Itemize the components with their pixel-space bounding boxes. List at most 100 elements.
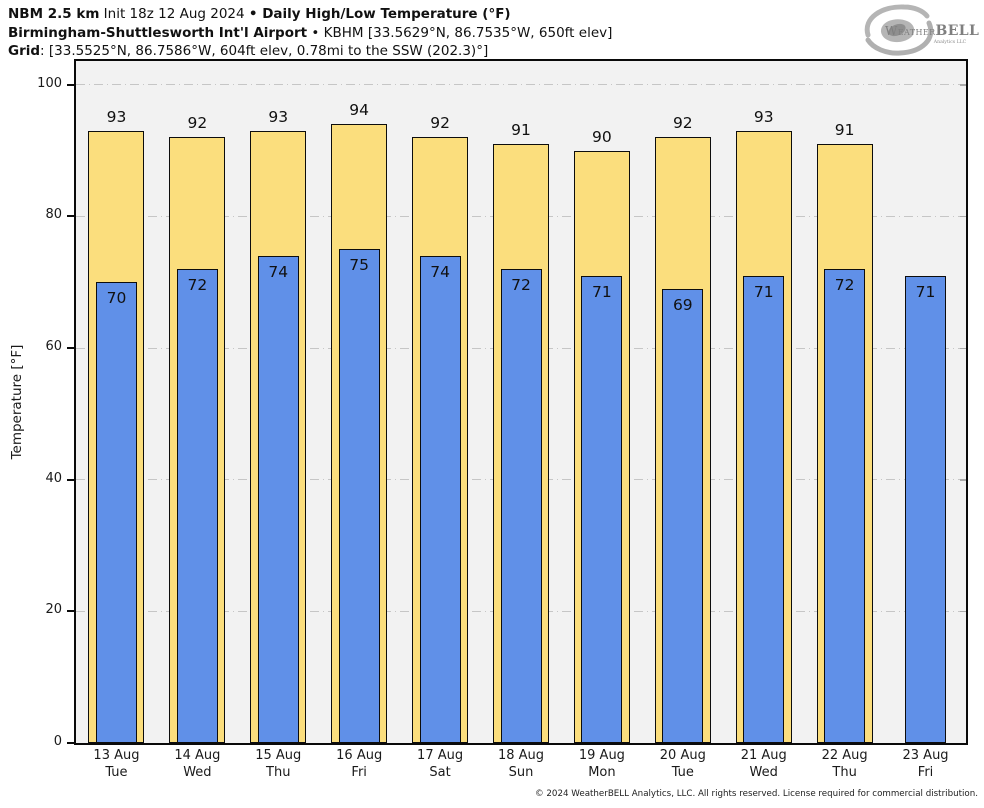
x-tick-weekday: Tue <box>671 765 694 780</box>
x-tick-weekday: Mon <box>588 765 616 780</box>
x-tick-label: 22 Aug Thu <box>804 747 885 781</box>
low-value-label: 72 <box>511 276 531 295</box>
low-bar <box>581 275 623 743</box>
gridline-100 <box>76 84 966 86</box>
x-tick-date: 17 Aug <box>417 748 464 763</box>
low-value-label: 72 <box>187 276 208 295</box>
x-tick-weekday: Fri <box>917 765 934 780</box>
low-value-label: 71 <box>915 282 936 301</box>
low-value-label: 71 <box>592 282 612 301</box>
y-tick-label: 40 <box>45 470 62 486</box>
low-value-label: 74 <box>268 262 289 281</box>
logo-text-weather: Weather <box>885 24 936 38</box>
y-tick-right <box>960 610 966 613</box>
logo-text-bell: BELL <box>936 23 980 39</box>
y-tick <box>67 610 74 613</box>
bullet-separator: • <box>307 24 324 41</box>
x-tick-date: 23 Aug <box>902 748 949 763</box>
high-value-label: 91 <box>511 120 531 139</box>
y-tick-label: 100 <box>37 75 62 91</box>
bullet-separator: • <box>248 6 258 22</box>
x-tick-date: 13 Aug <box>93 748 140 763</box>
x-tick-date: 14 Aug <box>174 748 221 763</box>
high-value-label: 92 <box>430 114 450 133</box>
low-bar <box>257 255 299 743</box>
y-tick <box>67 478 74 481</box>
x-tick-date: 16 Aug <box>336 748 383 763</box>
high-value-label: 94 <box>349 101 370 120</box>
x-tick-weekday: Wed <box>183 765 212 780</box>
y-tick <box>67 742 74 744</box>
high-value-label: 92 <box>187 114 208 133</box>
high-value-label: 91 <box>834 120 855 139</box>
low-bar <box>500 269 542 743</box>
station-details: KBHM [33.5629°N, 86.7535°W, 650ft elev] <box>323 24 613 41</box>
x-tick-label: 16 Aug Fri <box>319 747 400 781</box>
low-bar <box>95 282 137 743</box>
high-value-label: 92 <box>672 114 693 133</box>
x-tick-weekday: Tue <box>105 765 128 780</box>
x-tick-date: 21 Aug <box>740 748 787 763</box>
chart-header: NBM 2.5 km Init 18z 12 Aug 2024 • Daily … <box>8 5 612 61</box>
x-tick-label: 14 Aug Wed <box>157 747 238 781</box>
y-tick-right <box>960 347 966 350</box>
header-line-1: NBM 2.5 km Init 18z 12 Aug 2024 • Daily … <box>8 5 612 24</box>
high-value-label: 90 <box>592 127 612 146</box>
low-value-label: 75 <box>349 256 370 275</box>
hurricane-swirl-icon <box>864 4 934 56</box>
y-tick-label: 0 <box>53 734 62 749</box>
station-name: Birmingham-Shuttlesworth Int'l Airport <box>8 24 308 41</box>
x-tick-label: 20 Aug Tue <box>642 747 723 781</box>
high-value-label: 93 <box>753 107 774 126</box>
low-value-label: 72 <box>834 276 855 295</box>
plot-area: 93 70 92 72 93 74 94 75 92 74 91 72 90 71 92 69 93 71 91 72… <box>74 59 968 745</box>
x-tick-label: 23 Aug Fri <box>885 747 966 781</box>
low-value-label: 70 <box>106 289 127 308</box>
low-bar <box>338 249 380 743</box>
x-tick-label: 19 Aug Mon <box>561 747 642 781</box>
low-value-label: 71 <box>753 282 774 301</box>
x-tick-label: 13 Aug Tue <box>76 747 157 781</box>
x-tick-weekday: Fri <box>351 765 367 780</box>
grid-details: : [33.5525°N, 86.7586°W, 604ft elev, 0.7… <box>40 43 489 59</box>
x-tick-date: 20 Aug <box>659 748 706 763</box>
x-tick-weekday: Sat <box>429 765 451 780</box>
y-tick-label: 60 <box>45 339 62 355</box>
grid-label: Grid <box>8 43 41 59</box>
svg-text:WeatherBELL: WeatherBELL <box>885 23 979 39</box>
y-tick-right <box>960 215 966 218</box>
weatherbell-logo: WeatherBELL Analytics LLC <box>864 4 979 56</box>
x-tick-label: 18 Aug Sun <box>481 747 562 781</box>
low-bar <box>824 269 866 743</box>
x-tick-label: 21 Aug Wed <box>723 747 804 781</box>
product-title: Daily High/Low Temperature (°F) <box>257 6 511 22</box>
y-tick <box>67 83 74 86</box>
low-value-label: 74 <box>430 262 450 281</box>
y-tick-label: 80 <box>45 207 62 223</box>
low-bar <box>905 275 947 743</box>
x-tick-date: 18 Aug <box>497 748 545 763</box>
x-tick-weekday: Thu <box>832 765 857 780</box>
header-line-2: Birmingham-Shuttlesworth Int'l Airport •… <box>8 24 612 43</box>
high-value-label: 93 <box>106 107 127 126</box>
y-tick-label: 20 <box>45 602 62 618</box>
logo-subtext: Analytics LLC <box>933 39 967 45</box>
copyright-notice: © 2024 WeatherBELL Analytics, LLC. All r… <box>534 789 978 799</box>
x-tick-weekday: Thu <box>266 765 291 780</box>
low-bar <box>662 288 704 743</box>
x-tick-label: 17 Aug Sat <box>400 747 481 781</box>
low-value-label: 69 <box>672 295 693 314</box>
x-tick-weekday: Sun <box>508 765 534 780</box>
x-tick-date: 19 Aug <box>578 748 625 763</box>
low-bar <box>176 269 218 743</box>
x-tick-weekday: Wed <box>749 765 778 780</box>
x-tick-date: 22 Aug <box>821 748 868 763</box>
y-tick <box>67 347 74 350</box>
high-value-label: 93 <box>268 107 289 126</box>
model-name: NBM 2.5 km <box>8 6 100 22</box>
y-tick-right <box>960 479 966 481</box>
header-line-3: Grid: [33.5525°N, 86.7586°W, 604ft elev,… <box>8 42 612 61</box>
x-tick-date: 15 Aug <box>255 748 302 763</box>
low-bar <box>419 255 461 743</box>
